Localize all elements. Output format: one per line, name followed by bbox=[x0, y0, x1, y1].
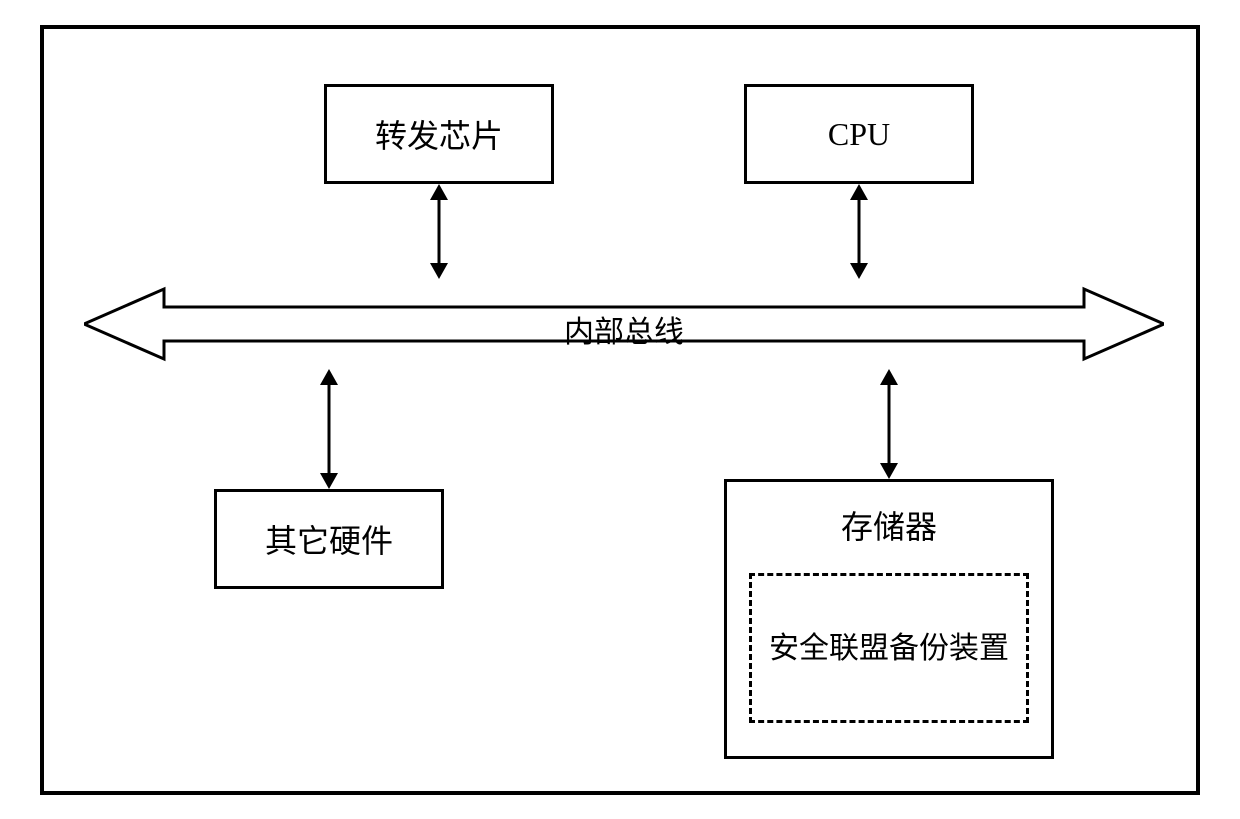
forwarding-chip-label: 转发芯片 bbox=[375, 111, 503, 157]
other-hardware-label: 其它硬件 bbox=[265, 516, 393, 562]
connector-memory bbox=[874, 369, 904, 479]
memory-inner-box: 安全联盟备份装置 bbox=[749, 573, 1029, 723]
memory-box: 存储器 安全联盟备份装置 bbox=[724, 479, 1054, 759]
connector-other-hardware bbox=[314, 369, 344, 489]
diagram-frame: 转发芯片 CPU 内部总线 其它硬件 存储器 安全联盟备份装置 bbox=[40, 25, 1200, 795]
memory-inner-label: 安全联盟备份装置 bbox=[769, 626, 1009, 671]
internal-bus: 内部总线 bbox=[84, 274, 1164, 374]
cpu-box: CPU bbox=[744, 84, 974, 184]
connector-cpu bbox=[844, 184, 874, 279]
other-hardware-box: 其它硬件 bbox=[214, 489, 444, 589]
cpu-label: CPU bbox=[828, 116, 890, 153]
bus-label: 内部总线 bbox=[84, 307, 1164, 351]
forwarding-chip-box: 转发芯片 bbox=[324, 84, 554, 184]
memory-title: 存储器 bbox=[747, 502, 1031, 548]
connector-forwarding-chip bbox=[424, 184, 454, 279]
